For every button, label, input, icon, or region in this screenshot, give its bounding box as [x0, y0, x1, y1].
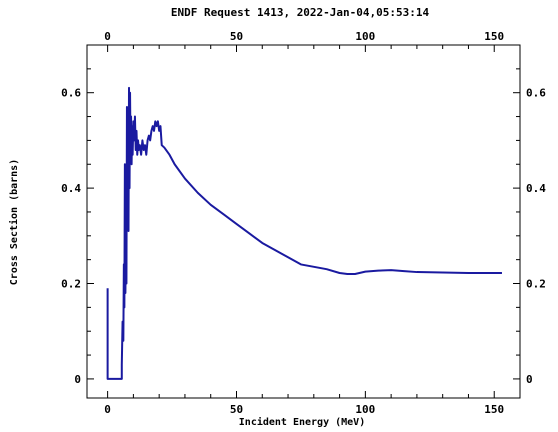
series-line — [106, 86, 502, 380]
x-axis-top-ticks: 0 50 100 150 — [104, 30, 504, 52]
y-axis-right-ticks: 0 0.2 0.4 0.6 — [513, 87, 546, 386]
x-tick-label-top-2: 100 — [355, 30, 375, 43]
x-tick-label-top-1: 50 — [230, 30, 243, 43]
y-tick-label-left-3: 0.6 — [61, 87, 81, 100]
minor-ticks — [87, 45, 520, 398]
y-tick-label-right-3: 0.6 — [526, 87, 546, 100]
x-tick-label-bottom-1: 50 — [230, 403, 243, 416]
x-tick-label-bottom-0: 0 — [104, 403, 111, 416]
plot-frame — [86, 44, 521, 399]
y-tick-label-left-1: 0.2 — [61, 278, 81, 291]
x-axis-bottom-ticks: 0 50 100 150 — [104, 391, 504, 416]
y-tick-label-left-0: 0 — [74, 373, 81, 386]
y-tick-label-right-2: 0.4 — [526, 182, 546, 195]
y-tick-label-left-2: 0.4 — [61, 182, 81, 195]
x-axis-label: Incident Energy (MeV) — [239, 416, 365, 428]
y-tick-label-right-1: 0.2 — [526, 278, 546, 291]
x-tick-label-top-0: 0 — [104, 30, 111, 43]
y-tick-label-right-0: 0 — [526, 373, 533, 386]
x-tick-label-top-3: 150 — [484, 30, 504, 43]
x-tick-label-bottom-3: 150 — [484, 403, 504, 416]
x-tick-label-bottom-2: 100 — [355, 403, 375, 416]
y-axis-left-ticks: 0 0.2 0.4 0.6 — [61, 87, 94, 386]
y-axis-label: Cross Section (barns) — [8, 159, 20, 285]
chart-title: ENDF Request 1413, 2022-Jan-04,05:53:14 — [171, 6, 430, 19]
